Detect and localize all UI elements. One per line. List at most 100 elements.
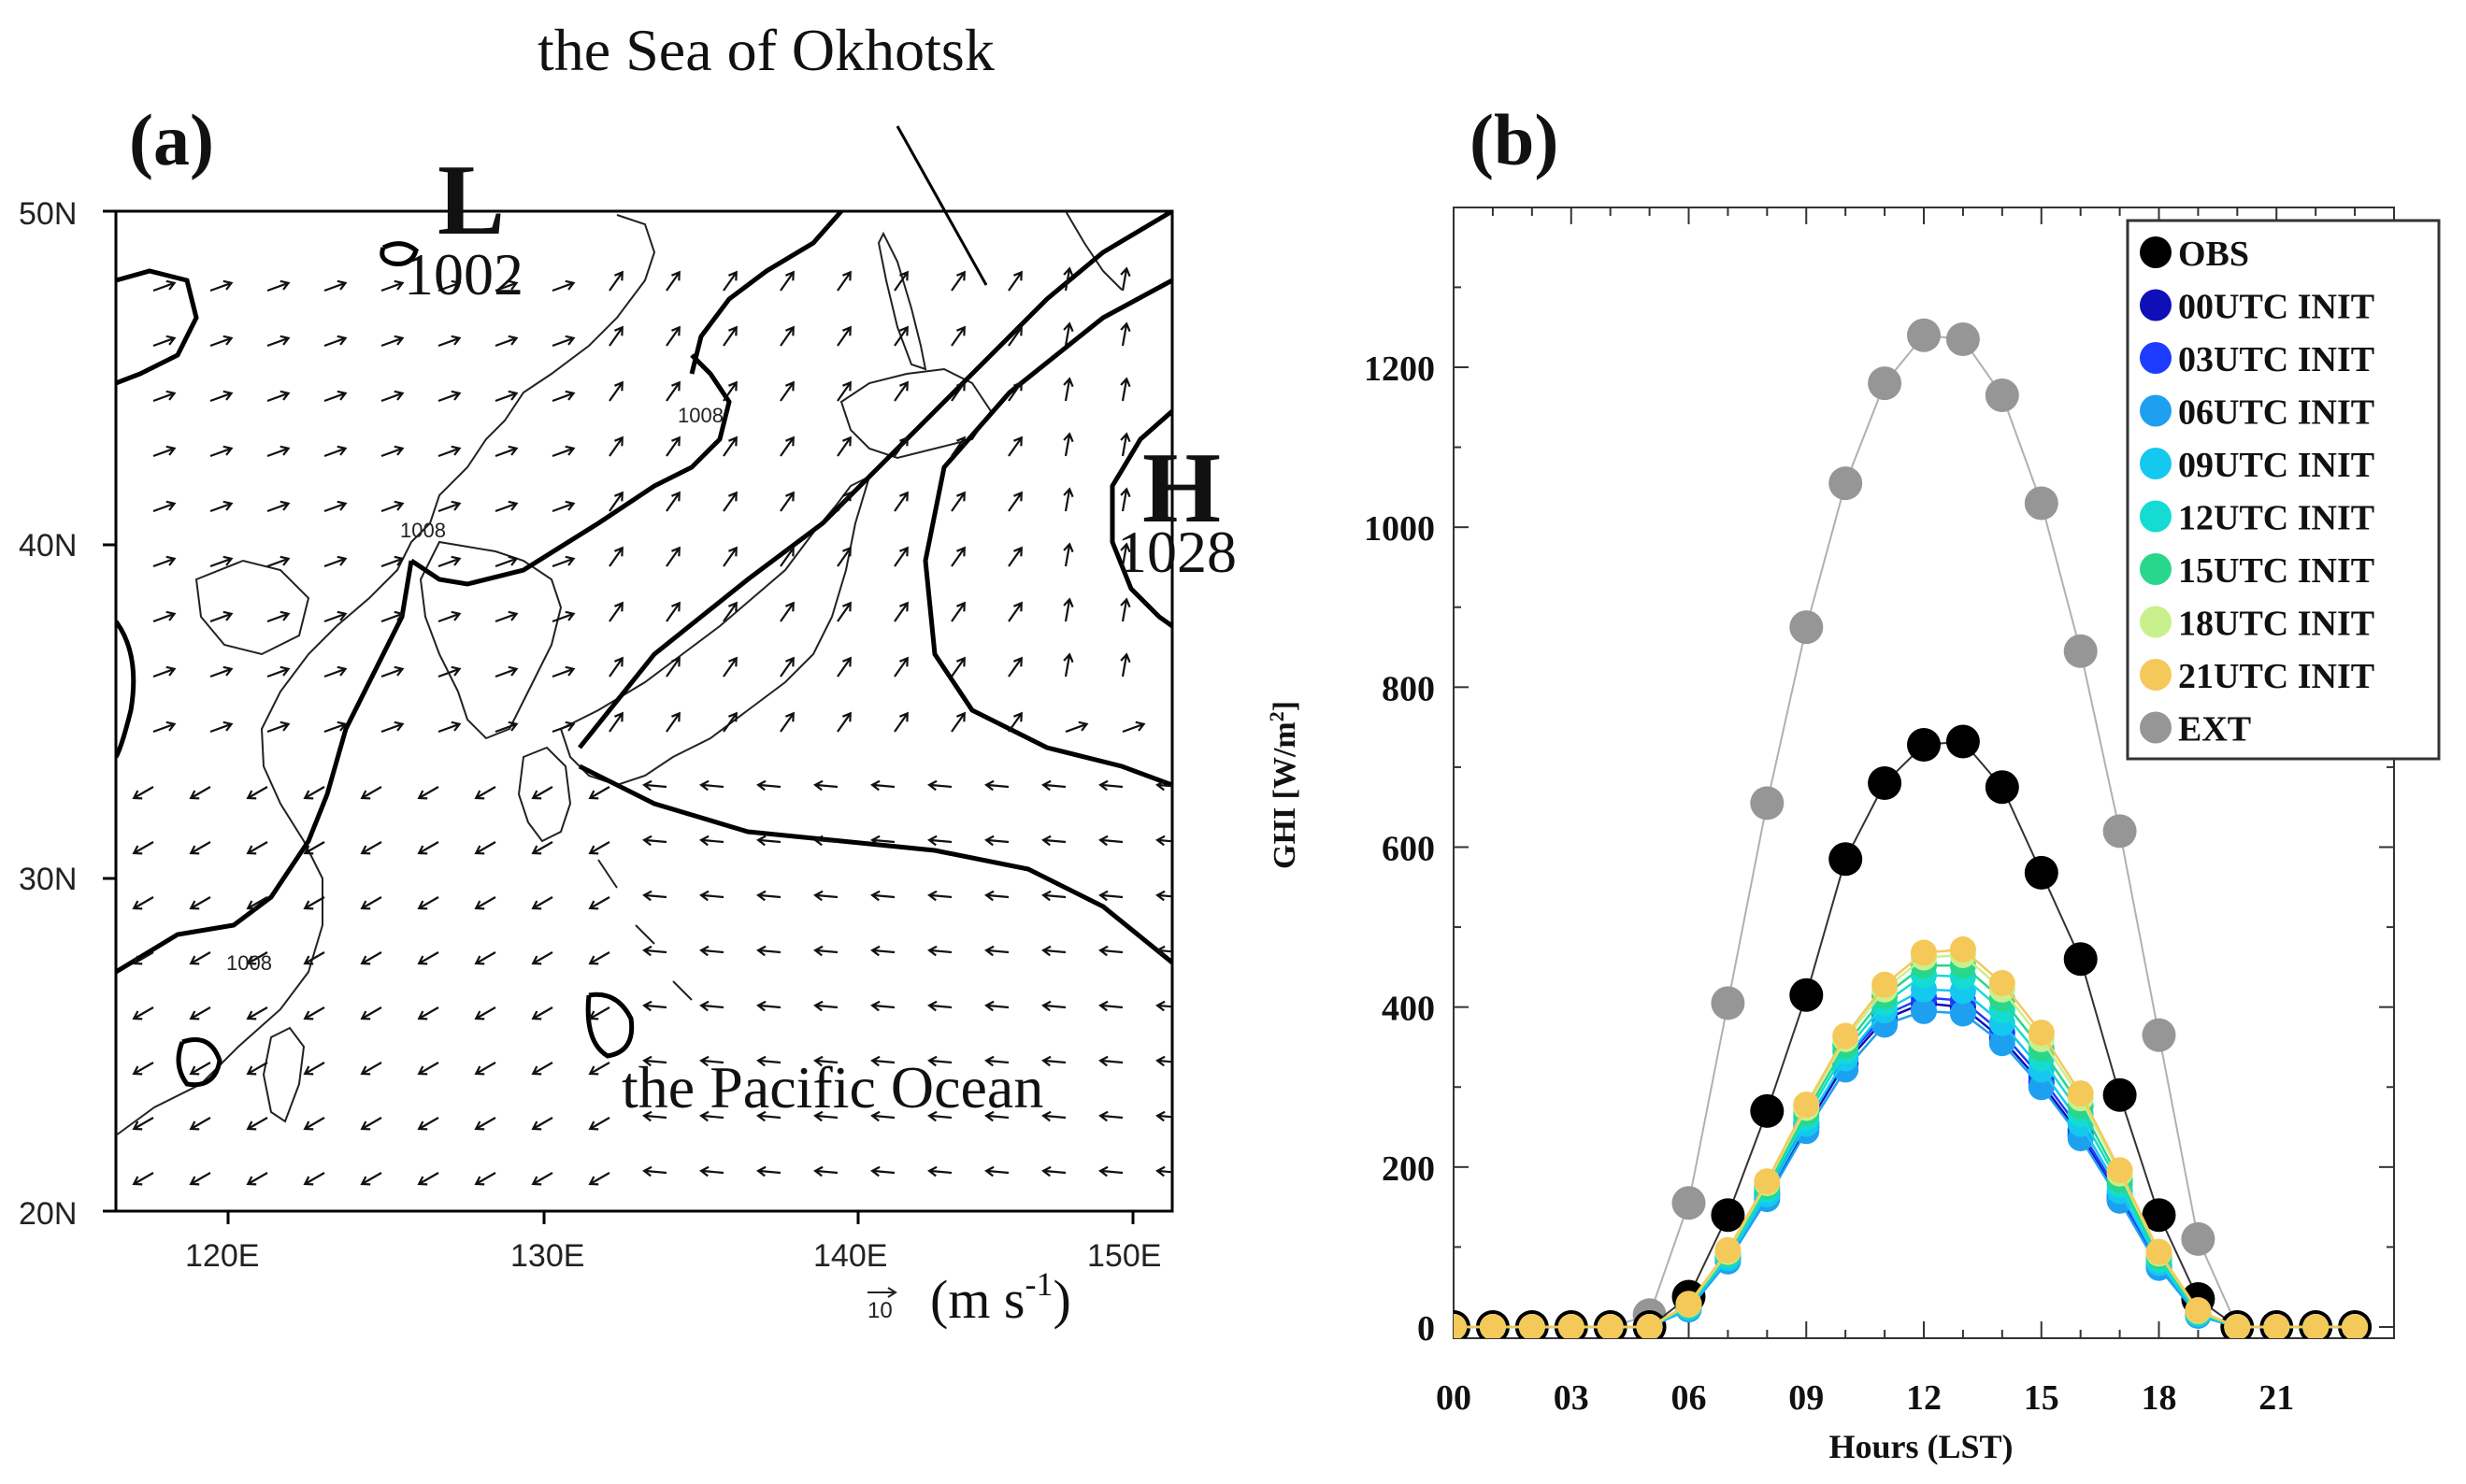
wind-vector [837,711,852,733]
wind-vector [723,711,738,733]
wind-vector [870,1055,896,1067]
wind-vector [531,1062,553,1076]
wind-vector [1063,542,1074,567]
wind-vector [552,721,576,734]
wind-vector [870,945,896,957]
wind-vector [1180,722,1201,732]
data-point [1945,322,1980,356]
data-point [2302,1314,2330,1338]
legend-marker [2140,448,2172,479]
wind-vector [642,835,667,847]
bohai-coastline [194,559,310,656]
wind-vector [531,1117,553,1131]
legend-item: 09UTC INIT [2140,446,2374,485]
wind-vector [723,491,738,512]
wind-vector [837,491,852,512]
wind-vector [305,1228,324,1239]
wind-vector [152,610,177,623]
sakhalin-coastline [877,231,927,371]
wind-vector [209,390,234,403]
data-point [1557,1314,1584,1338]
wind-vector [552,390,576,403]
wind-vector [380,445,405,458]
data-point [1714,1236,1742,1263]
wind-vector [152,555,177,568]
wind-vector [1063,321,1074,347]
wind-vector [986,1222,1009,1232]
high-pressure-value: 1028 [1117,519,1237,585]
wind-vector [209,500,234,513]
wind-vector [666,601,681,622]
data-point [2063,942,2098,977]
wind-vector [380,335,405,348]
wind-vector [152,665,177,678]
wind-vector [894,711,909,733]
wind-vector [360,1172,382,1186]
x-tick-label: 03 [1554,1378,1589,1418]
isobar-low-loop [380,241,419,266]
wind-vector [1178,323,1186,346]
wind-vector [1008,546,1023,567]
wind-vector [894,435,909,457]
wind-vector [1065,721,1089,734]
wind-vector [266,279,291,293]
wind-vector [1155,835,1172,847]
wind-vector [984,835,1010,847]
data-point [1828,842,1863,877]
wind-unit-label: (m s-1) [930,1265,1071,1330]
wind-vector [588,1062,610,1076]
wind-vector [303,841,325,855]
panel-a-map: 1008 1008 1008 L 1002 H 1028 the Sea of … [19,17,1237,1330]
wind-vector [266,610,291,623]
wind-vector [870,779,896,792]
wind-vector [723,325,738,347]
wind-vector [417,841,439,855]
wind-vector [323,335,348,348]
wind-vector [699,1055,724,1067]
wind-vector [1098,1055,1124,1067]
legend: OBS 00UTC INIT 03UTC INIT 06UTC INIT 09UTC I… [2126,219,2441,761]
map-content: 1008 1008 1008 [116,211,1201,1239]
wind-vector [132,951,154,965]
wind-vector [266,500,291,513]
wind-vector [723,601,738,622]
wind-vector [132,1006,154,1020]
wind-vector [495,610,519,623]
wind-vector [360,1117,382,1131]
data-point [2142,1198,2176,1233]
legend-marker [2140,606,2172,638]
legend-marker [2140,659,2172,691]
data-point [2263,1314,2290,1338]
legend-label: 06UTC INIT [2178,393,2374,433]
wind-vector [588,1117,610,1131]
wind-vector [531,1006,553,1020]
wind-vector [872,1222,895,1232]
reference-vector: 10 [867,1287,897,1323]
wind-vector [132,1062,154,1076]
wind-vector [984,779,1010,792]
wind-vector [1120,377,1131,402]
wind-vector [951,270,966,292]
coastlines [116,211,1123,1136]
wind-vector [189,951,211,965]
wind-vector [644,1222,667,1232]
isobar-label: 1008 [400,519,446,542]
wind-vector [1063,377,1074,402]
lon-tick-label: 120E [185,1238,259,1274]
wind-vector [474,951,496,965]
lat-tick-label: 30N [19,862,77,897]
wind-vector [417,1117,439,1131]
y-tick-label: 1000 [1364,509,1435,549]
wind-vector [894,491,909,512]
wind-vector [323,665,348,678]
wind-vector [609,656,624,678]
wind-vector [951,380,966,402]
wind-vector [1008,435,1023,457]
wind-vector [531,786,553,800]
wind-vector [984,945,1010,957]
wind-vector [417,1172,439,1186]
legend-marker [2140,289,2172,321]
wind-vector [642,779,667,792]
wind-vector [380,610,405,623]
wind-vector [588,951,610,965]
